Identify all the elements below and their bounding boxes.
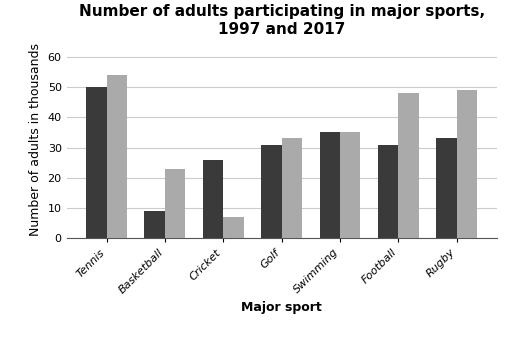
Y-axis label: Number of adults in thousands: Number of adults in thousands bbox=[29, 43, 42, 237]
X-axis label: Major sport: Major sport bbox=[241, 301, 322, 314]
Bar bbox=[319, 132, 340, 238]
Bar bbox=[203, 160, 223, 238]
Bar bbox=[282, 139, 302, 238]
Bar bbox=[340, 132, 360, 238]
Bar bbox=[436, 139, 457, 238]
Bar bbox=[144, 211, 165, 238]
Legend: 1997, 2017: 1997, 2017 bbox=[227, 345, 336, 350]
Bar bbox=[457, 90, 477, 238]
Bar bbox=[86, 87, 106, 238]
Title: Number of adults participating in major sports,
1997 and 2017: Number of adults participating in major … bbox=[78, 4, 485, 37]
Bar bbox=[398, 93, 419, 238]
Bar bbox=[106, 75, 127, 238]
Bar bbox=[261, 145, 282, 238]
Bar bbox=[378, 145, 398, 238]
Bar bbox=[223, 217, 244, 238]
Bar bbox=[165, 169, 185, 238]
